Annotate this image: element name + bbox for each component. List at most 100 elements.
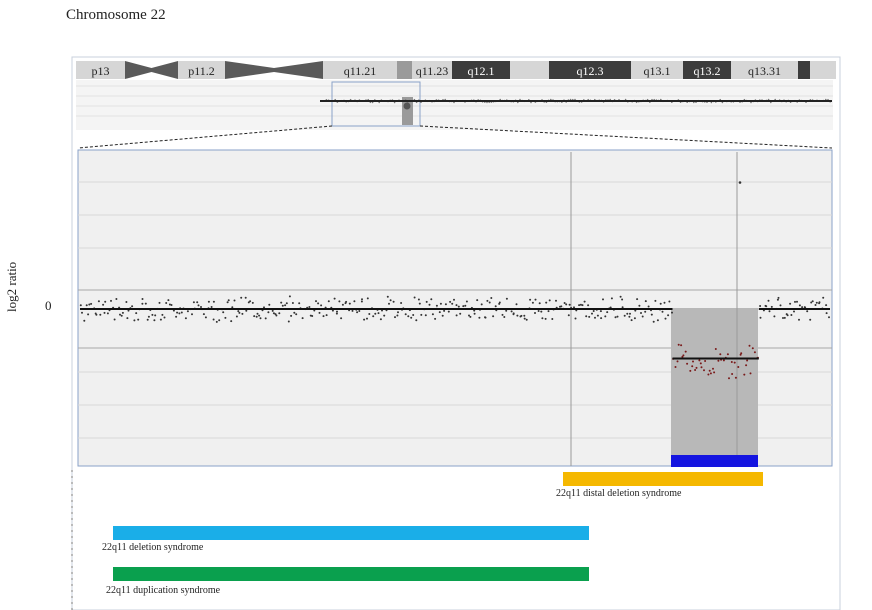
data-point xyxy=(681,355,684,358)
data-point xyxy=(85,304,88,307)
data-point xyxy=(578,304,581,307)
data-point xyxy=(793,310,795,313)
data-point xyxy=(178,312,181,315)
data-point xyxy=(410,316,413,319)
ideogram: p13 p11.2 q11.21 q11.23 q12.1 q12.3 q13.1 q13.2… xyxy=(76,61,836,79)
ideogram-band xyxy=(452,61,510,79)
data-point xyxy=(749,372,752,375)
data-point xyxy=(740,352,743,355)
data-point xyxy=(293,311,296,314)
overview-point xyxy=(550,98,552,101)
data-point xyxy=(703,369,705,372)
data-point xyxy=(418,302,421,305)
data-point xyxy=(291,302,294,304)
data-point xyxy=(606,311,609,314)
data-point xyxy=(88,303,91,306)
data-point xyxy=(447,310,450,313)
data-point xyxy=(438,311,441,314)
data-point xyxy=(278,312,281,315)
data-point xyxy=(661,310,664,313)
data-point xyxy=(444,303,447,306)
data-point xyxy=(264,317,267,320)
data-point xyxy=(224,316,227,319)
ideogram-band-label: q11.21 xyxy=(344,64,377,78)
data-point xyxy=(737,366,740,368)
data-point xyxy=(689,369,692,372)
data-point xyxy=(638,304,641,307)
data-point xyxy=(465,300,468,303)
data-point xyxy=(680,344,683,347)
ideogram-band xyxy=(397,61,412,79)
data-point xyxy=(794,300,796,303)
ideogram-band-label: q13.31 xyxy=(748,64,781,78)
data-point xyxy=(633,317,636,320)
data-point xyxy=(366,297,369,300)
data-point xyxy=(712,367,714,370)
data-point xyxy=(636,298,639,301)
data-point xyxy=(413,296,416,299)
data-point xyxy=(600,317,603,320)
data-point xyxy=(730,361,733,363)
data-point xyxy=(120,314,123,317)
data-point xyxy=(317,302,320,305)
data-point xyxy=(425,300,428,303)
overview-point xyxy=(393,101,396,104)
syndrome-label: 22q11 deletion syndrome xyxy=(102,542,204,553)
data-point xyxy=(256,312,259,315)
data-point xyxy=(125,301,128,303)
deletion-shade xyxy=(671,308,758,466)
overview-point xyxy=(825,98,827,101)
data-point xyxy=(634,309,637,312)
data-point xyxy=(336,310,338,313)
ideogram-band xyxy=(549,61,631,79)
data-point xyxy=(200,306,202,308)
data-point xyxy=(133,319,136,322)
data-point xyxy=(87,313,90,316)
data-point xyxy=(515,303,518,306)
data-point xyxy=(674,366,677,368)
syndrome-bar xyxy=(563,472,763,486)
data-point xyxy=(698,359,701,362)
ideogram-band xyxy=(810,61,836,79)
data-point xyxy=(663,301,666,304)
data-point xyxy=(652,320,655,323)
data-point xyxy=(417,298,420,301)
data-point xyxy=(644,310,647,313)
data-point xyxy=(798,304,801,307)
data-point xyxy=(115,298,118,300)
data-point xyxy=(165,302,168,304)
data-point xyxy=(383,314,386,317)
data-point xyxy=(708,369,711,372)
data-point xyxy=(790,314,793,316)
data-point xyxy=(363,318,366,321)
data-point xyxy=(110,299,112,302)
data-point xyxy=(379,318,382,321)
data-point xyxy=(95,313,98,316)
data-point xyxy=(331,309,334,312)
data-point xyxy=(488,301,491,304)
data-point xyxy=(623,314,626,317)
overview-shade xyxy=(402,97,413,125)
chart-title: Chromosome 22 xyxy=(66,7,166,23)
ideogram-band xyxy=(731,61,798,79)
zoom-box xyxy=(331,81,421,127)
data-point xyxy=(457,305,460,308)
data-point xyxy=(407,315,410,318)
data-point xyxy=(126,317,129,320)
data-point xyxy=(280,301,283,304)
data-point xyxy=(565,303,568,306)
data-point xyxy=(151,313,154,316)
data-point xyxy=(462,305,465,308)
data-point xyxy=(320,304,323,307)
data-point xyxy=(237,310,240,313)
data-point xyxy=(776,298,779,301)
data-point xyxy=(534,298,537,301)
data-point xyxy=(809,318,812,321)
data-point xyxy=(525,318,528,321)
data-point xyxy=(767,299,770,302)
data-point xyxy=(654,299,657,302)
data-point xyxy=(505,297,508,300)
data-point xyxy=(596,314,599,317)
ideogram-band xyxy=(412,61,452,79)
data-point xyxy=(167,299,170,302)
